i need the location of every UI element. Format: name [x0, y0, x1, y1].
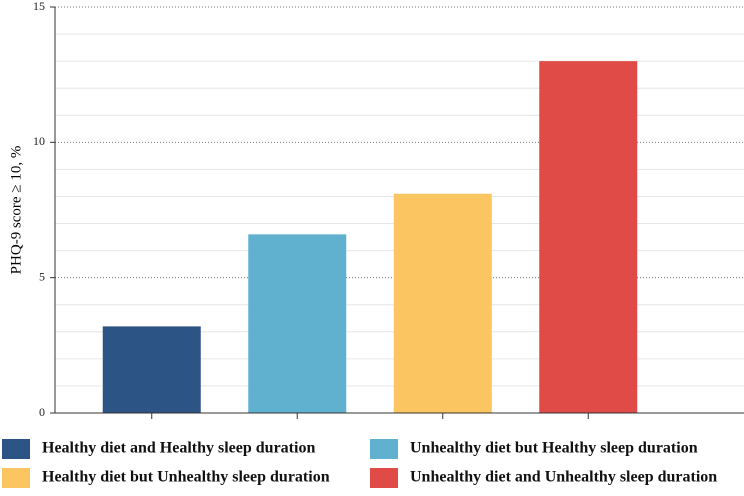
y-tick-label: 15	[33, 0, 45, 13]
bar	[539, 61, 638, 414]
legend-label: Healthy diet but Unhealthy sleep duratio…	[42, 469, 330, 486]
y-axis-label: PHQ-9 score ≥ 10, %	[8, 146, 24, 275]
legend-swatch	[2, 439, 30, 459]
legend-label: Healthy diet and Healthy sleep duration	[42, 440, 315, 457]
legend-swatch	[2, 468, 30, 488]
legend-swatch	[370, 468, 398, 488]
y-tick-label: 5	[39, 269, 45, 283]
y-tick-label: 10	[33, 134, 45, 148]
legend-label: Unhealthy diet but Healthy sleep duratio…	[410, 440, 698, 457]
bar	[248, 234, 347, 413]
bar	[393, 193, 492, 413]
legend-label: Unhealthy diet and Unhealthy sleep durat…	[410, 469, 717, 486]
legend-swatch	[370, 439, 398, 459]
y-tick-label: 0	[39, 405, 45, 419]
bar	[102, 326, 201, 413]
